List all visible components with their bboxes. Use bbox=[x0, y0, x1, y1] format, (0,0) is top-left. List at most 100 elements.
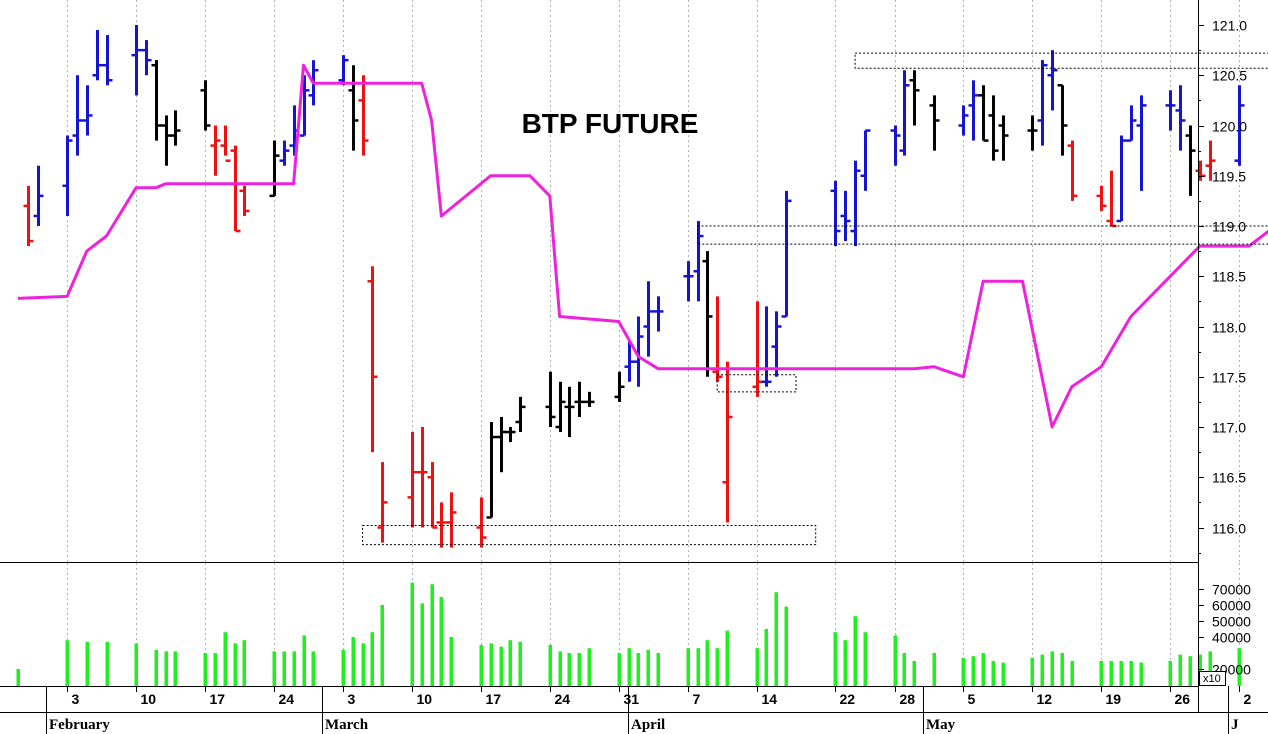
date-axis-label: 31 bbox=[624, 691, 640, 707]
volume-bar bbox=[853, 616, 857, 686]
ohlc-bar bbox=[299, 75, 310, 137]
volume-multiplier-label: x10 bbox=[1203, 673, 1221, 685]
month-axis-label: May bbox=[926, 717, 956, 733]
price-axis-label: 117.0 bbox=[1212, 420, 1246, 436]
month-axis-label: April bbox=[631, 717, 665, 733]
annotation-box-layer bbox=[362, 52, 1268, 546]
volume-bar bbox=[1188, 656, 1192, 686]
date-axis-label: 19 bbox=[1106, 691, 1122, 707]
volume-bar bbox=[223, 632, 227, 686]
price-bars-layer bbox=[23, 25, 1245, 548]
ohlc-bar bbox=[239, 185, 250, 216]
ohlc-bar bbox=[1057, 84, 1068, 156]
indicator-line bbox=[17, 63, 1268, 429]
volume-bar bbox=[242, 640, 246, 686]
volume-axis-label: 40000 bbox=[1212, 630, 1251, 646]
volume-bar bbox=[833, 632, 837, 686]
volume-bar bbox=[1109, 661, 1113, 686]
volume-bar bbox=[282, 651, 286, 686]
volume-bar bbox=[715, 648, 719, 686]
ohlc-bar bbox=[1037, 60, 1048, 146]
volume-bar bbox=[755, 648, 759, 686]
volume-bar bbox=[311, 651, 315, 686]
ohlc-bar bbox=[170, 110, 181, 146]
date-axis-label: 26 bbox=[1175, 691, 1191, 707]
volume-bar bbox=[1060, 653, 1064, 686]
volume-multiplier-box bbox=[1199, 671, 1226, 686]
volume-bar bbox=[932, 653, 936, 686]
volume-bar bbox=[302, 635, 306, 686]
ohlc-bar bbox=[614, 371, 625, 402]
ohlc-bar bbox=[72, 75, 83, 156]
ohlc-bar bbox=[102, 35, 113, 86]
price-axis-label: 118.5 bbox=[1212, 269, 1246, 285]
date-axis-label: 2 bbox=[1244, 691, 1252, 707]
volume-bar bbox=[617, 653, 621, 686]
volume-axis-label: 60000 bbox=[1212, 598, 1251, 614]
ohlc-bar bbox=[1096, 185, 1107, 211]
volume-bar bbox=[154, 649, 158, 686]
ohlc-bar bbox=[890, 125, 901, 166]
ohlc-bar bbox=[377, 462, 388, 543]
price-axis-label: 120.5 bbox=[1212, 68, 1247, 84]
ohlc-bar bbox=[584, 391, 595, 407]
volume-bar bbox=[1040, 654, 1044, 686]
volume-bar bbox=[518, 641, 522, 686]
volume-bar bbox=[1178, 654, 1182, 686]
volume-bar bbox=[636, 653, 640, 686]
date-axis-label: 24 bbox=[555, 691, 571, 707]
volume-bar bbox=[292, 651, 296, 686]
grid-layer bbox=[67, 0, 1240, 686]
ohlc-bar bbox=[141, 40, 152, 76]
ohlc-bar bbox=[840, 190, 851, 242]
volume-bar bbox=[272, 651, 276, 686]
ohlc-bar bbox=[230, 145, 241, 233]
month-axis-label: March bbox=[325, 717, 369, 733]
volume-bar bbox=[843, 640, 847, 686]
volume-bar bbox=[548, 645, 552, 686]
volume-bar bbox=[65, 640, 69, 686]
volume-bar bbox=[1129, 661, 1133, 686]
ohlc-bar bbox=[968, 80, 979, 141]
annotation-box bbox=[697, 225, 1268, 245]
volume-axis-label: 70000 bbox=[1212, 582, 1251, 598]
volume-bar bbox=[863, 632, 867, 686]
ohlc-bar bbox=[1047, 50, 1058, 111]
date-axis-label: 3 bbox=[72, 691, 80, 707]
ohlc-bar bbox=[909, 70, 920, 126]
ohlc-bar bbox=[781, 190, 792, 318]
ohlc-bar bbox=[358, 75, 369, 156]
volume-bar bbox=[991, 661, 995, 686]
ohlc-bar bbox=[830, 180, 841, 247]
volume-bar bbox=[1237, 648, 1241, 686]
volume-axis-label: 50000 bbox=[1212, 614, 1251, 630]
volume-bar bbox=[105, 641, 109, 686]
volume-bar bbox=[1001, 662, 1005, 686]
indicator-line-layer bbox=[17, 63, 1268, 429]
ohlc-bar bbox=[23, 185, 34, 247]
ohlc-bar bbox=[693, 220, 704, 302]
ohlc-bar bbox=[348, 65, 359, 151]
ohlc-bar bbox=[515, 396, 526, 433]
ohlc-bar bbox=[1067, 140, 1078, 201]
ohlc-bar bbox=[367, 266, 378, 453]
date-axis-label: 14 bbox=[762, 691, 778, 707]
chart-title: BTP FUTURE bbox=[522, 108, 699, 139]
ohlc-bar bbox=[1136, 95, 1147, 191]
ohlc-bar bbox=[210, 125, 221, 176]
ohlc-bar bbox=[899, 70, 910, 156]
volume-bar bbox=[380, 605, 384, 686]
volume-bar bbox=[774, 592, 778, 686]
volume-bar bbox=[686, 648, 690, 686]
volume-bar bbox=[370, 632, 374, 686]
volume-bar bbox=[213, 653, 217, 686]
ohlc-bar bbox=[417, 427, 428, 528]
ohlc-bar bbox=[929, 95, 940, 151]
volume-bar bbox=[696, 648, 700, 686]
ohlc-bar bbox=[998, 115, 1009, 161]
volume-bar bbox=[902, 653, 906, 686]
price-axis-label: 119.0 bbox=[1212, 219, 1246, 235]
month-axis-label: J bbox=[1231, 717, 1239, 733]
